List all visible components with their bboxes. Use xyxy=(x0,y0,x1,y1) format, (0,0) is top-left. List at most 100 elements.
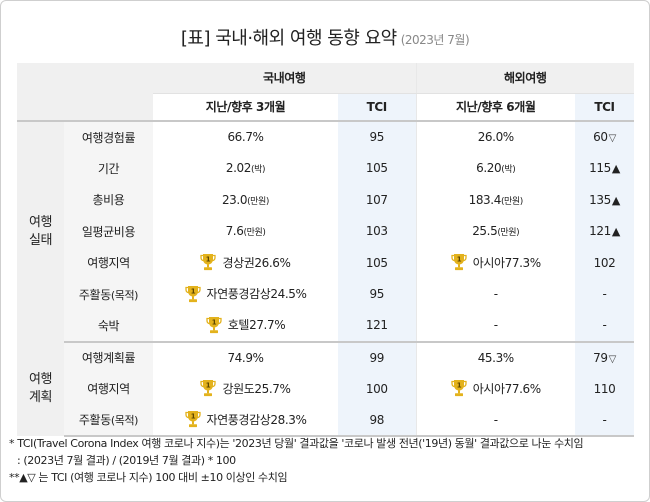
dom-value-cell: 66.7% xyxy=(153,121,338,153)
up-arrow-icon: ▲ xyxy=(611,162,620,176)
row-label: 기간 xyxy=(64,152,153,184)
dom-tci-value: 100 xyxy=(365,381,388,396)
dom-value: 66.7% xyxy=(227,130,264,144)
table-row: 여행지역 1 경상권26.6% 105 1 아시아77.3% 102 xyxy=(17,247,634,279)
section-label-line: 여행 xyxy=(28,371,53,387)
dom-tci-value: 99 xyxy=(369,350,385,365)
ovs-value-number: - xyxy=(493,318,498,333)
dom-value-number: 25.7% xyxy=(254,381,291,396)
ovs-tci-cell: 115▲ xyxy=(575,152,634,184)
dom-value-number: 7.6 xyxy=(225,224,244,239)
summary-table: 국내여행 해외여행 지난/향후 3개월 TCI 지난/향후 6개월 TCI 여행… xyxy=(17,63,634,437)
dom-value: 2.02(박) xyxy=(226,161,266,175)
ovs-value-number: - xyxy=(493,287,498,302)
table-body: 여행 실태 여행경험률 66.7% 95 26.0% 60▽ 기간 2.02(박) 105 6.20… xyxy=(17,121,634,437)
row-label-text: 여행계획률 xyxy=(81,351,136,366)
dom-value: 1 자연풍경감상24.5% xyxy=(184,285,307,304)
row-label: 여행지역 xyxy=(64,247,153,279)
ovs-tci-value: 102 xyxy=(593,255,616,270)
down-arrow-icon: ▽ xyxy=(608,133,617,145)
dom-value-cell: 2.02(박) xyxy=(153,153,338,185)
row-label-text: 여행지역 xyxy=(87,382,130,397)
table-row: 숙박 1 호텔27.7% 121 - - xyxy=(17,310,634,343)
dom-tci-cell: 95 xyxy=(338,121,417,153)
dom-value-unit: (만원) xyxy=(243,228,266,239)
trophy-icon: 1 xyxy=(200,254,217,271)
ovs-value-number: 183.4 xyxy=(468,192,502,207)
row-label-text: 기간 xyxy=(97,161,120,176)
ovs-value-number: 26.0% xyxy=(477,130,515,145)
dom-value-cell: 1 자연풍경감상24.5% xyxy=(153,279,338,311)
row-label-sub: (목적) xyxy=(110,414,139,428)
dom-tci-cell: 105 xyxy=(338,152,417,184)
dom-value-prefix: 경상권 xyxy=(222,255,255,270)
ovs-value-cell: - xyxy=(416,279,575,311)
dom-value-cell: 1 호텔27.7% xyxy=(153,310,338,343)
ovs-tci-cell: 110 xyxy=(575,373,634,405)
ovs-value-cell: - xyxy=(416,404,575,437)
ovs-value-number: 77.6% xyxy=(504,381,542,396)
ovs-value-cell: 6.20(박) xyxy=(416,153,575,185)
ovs-tci-cell: 135▲ xyxy=(575,184,634,216)
row-label: 일평균비용 xyxy=(64,215,153,247)
section-label-line: 여행 xyxy=(28,214,53,230)
row-label-text: 총비용 xyxy=(92,193,125,208)
down-arrow-icon: ▽ xyxy=(608,353,617,365)
row-label-text: 여행경험률 xyxy=(81,130,136,145)
trophy-number: 1 xyxy=(206,256,211,264)
header-overseas: 해외여행 xyxy=(416,63,634,94)
ovs-value-prefix: 아시아 xyxy=(472,255,505,270)
ovs-value-cell: 1 아시아77.6% xyxy=(416,373,575,405)
dom-tci-cell: 95 xyxy=(338,278,417,310)
section-label-line: 계획 xyxy=(28,389,53,405)
row-label-text: 여행지역 xyxy=(87,256,130,271)
dom-tci-cell: 99 xyxy=(338,341,417,373)
ovs-tci-cell: - xyxy=(575,310,634,343)
dom-value-prefix: 자연풍경감상 xyxy=(206,287,271,301)
ovs-tci-value: 110 xyxy=(593,381,616,396)
trophy-number: 1 xyxy=(206,382,211,390)
trophy-icon: 1 xyxy=(200,380,217,397)
ovs-value-number: 77.3% xyxy=(504,255,542,270)
dom-value-prefix: 자연풍경감상 xyxy=(206,412,271,427)
dom-tci-cell: 105 xyxy=(338,247,417,279)
footnote-3: **▲▽ 는 TCI (여행 코로나 지수) 100 대비 ±10 이상인 수치… xyxy=(9,471,288,484)
header-domestic-tci: TCI xyxy=(338,93,417,122)
table-row: 여행 계획 여행계획률 74.9% 99 45.3% 79▽ xyxy=(17,341,634,436)
trophy-number: 1 xyxy=(212,318,217,326)
dom-value-cell: 7.6(만원) xyxy=(153,216,338,248)
dom-tci-value: 98 xyxy=(369,412,385,427)
trophy-icon: 1 xyxy=(206,316,222,333)
row-label-text: 주활동 xyxy=(78,413,111,428)
ovs-value-unit: (만원) xyxy=(497,228,520,239)
dom-value: 7.6(만원) xyxy=(226,224,266,238)
ovs-value-number: - xyxy=(493,412,498,427)
dom-value: 1 자연풍경감상28.3% xyxy=(184,411,307,430)
dom-value-number: 74.9% xyxy=(227,350,264,365)
dom-value-cell: 1 자연풍경감상28.3% xyxy=(153,404,338,437)
dom-value: 1 호텔27.7% xyxy=(206,316,286,335)
ovs-tci-cell: 60▽ xyxy=(575,121,634,153)
table-title: [표] 국내·해외 여행 동향 요약 (2023년 7월) xyxy=(0,24,650,50)
table-row: 일평균비용 7.6(만원) 103 25.5(만원) 121▲ xyxy=(17,215,634,248)
table-row: 총비용 23.0(만원) 107 183.4(만원) 135▲ xyxy=(17,184,634,216)
table-row: 여행지역 1 강원도25.7% 100 1 아시아77.6% 110 xyxy=(17,373,634,405)
section-label: 여행 실태 xyxy=(17,121,64,342)
trophy-icon: 1 xyxy=(184,411,201,428)
dom-tci-cell: 98 xyxy=(338,404,417,437)
title-main: [표] 국내·해외 여행 동향 요약 xyxy=(180,28,397,49)
dom-value-cell: 23.0(만원) xyxy=(153,184,338,216)
ovs-tci-value: 79 xyxy=(593,350,608,365)
dom-tci-cell: 103 xyxy=(338,215,417,247)
ovs-tci-value: - xyxy=(602,287,607,302)
dom-value-cell: 1 강원도25.7% xyxy=(153,373,338,405)
dom-value-number: 26.6% xyxy=(254,255,291,270)
ovs-tci-value: 115 xyxy=(589,161,611,176)
ovs-value-number: 6.20 xyxy=(476,161,502,176)
dom-value: 74.9% xyxy=(227,350,264,365)
ovs-value: 25.5(만원) xyxy=(472,224,520,239)
header-overseas-value: 지난/향후 6개월 xyxy=(416,93,575,122)
ovs-tci-cell: 121▲ xyxy=(575,215,634,247)
ovs-value-number: 25.5 xyxy=(472,224,498,239)
ovs-value: 183.4(만원) xyxy=(468,192,524,207)
